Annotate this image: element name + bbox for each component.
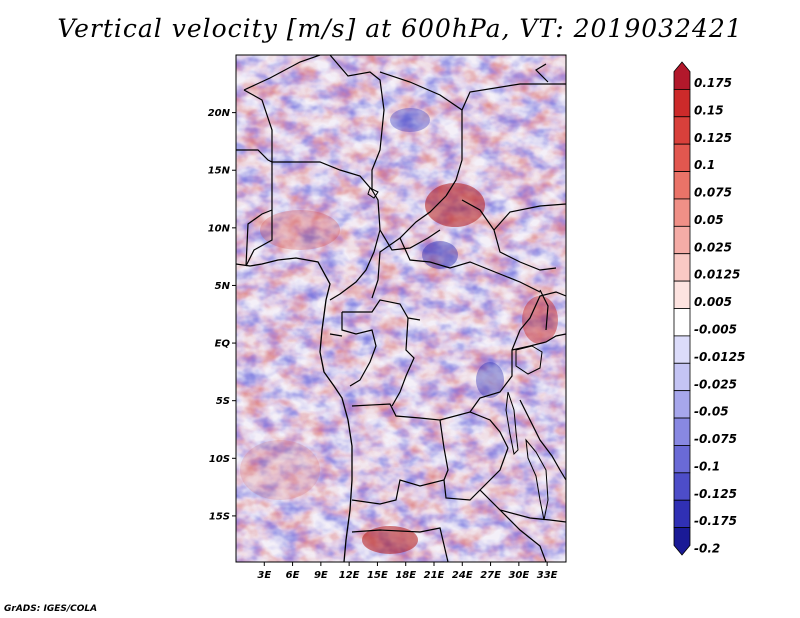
colorbar-label: 0.175 (694, 76, 732, 90)
colorbar-swatch (673, 527, 691, 556)
lat-tick-label: 15N (208, 166, 231, 177)
colorbar-swatch (673, 171, 691, 200)
colorbar-swatch (673, 417, 691, 446)
colorbar-label: -0.0125 (694, 350, 745, 364)
colorbar-label: -0.175 (694, 514, 737, 528)
colorbar-label: 0.1 (694, 158, 715, 172)
lon-tick-label: 6E (286, 570, 300, 581)
longitude-axis: 3E 6E 9E 12E 15E 18E 21E 24E 27E 30E 33E (257, 562, 558, 581)
colorbar-label: 0.075 (694, 186, 732, 200)
lat-tick-label: 20N (208, 108, 231, 119)
colorbar-swatch (673, 472, 691, 501)
colorbar-swatch (673, 308, 691, 337)
lon-tick-label: 15E (367, 570, 388, 581)
velocity-field (236, 55, 566, 562)
colorbar-label: -0.05 (694, 405, 729, 419)
colorbar-label: -0.125 (694, 487, 737, 501)
lon-tick-label: 18E (395, 570, 416, 581)
colorbar-swatch (673, 143, 691, 172)
colorbar-label: 0.05 (694, 213, 724, 227)
colorbar-label: 0.125 (694, 131, 732, 145)
colorbar-label: 0.0125 (694, 268, 740, 282)
colorbar: 0.175 0.15 0.125 0.1 0.075 0.05 0.025 0.0125 0.0… (673, 61, 745, 556)
grads-credit: GrADS: IGES/COLA (4, 604, 98, 614)
colorbar-label: 0.15 (694, 103, 724, 117)
colorbar-swatch (673, 280, 691, 309)
map-frame (235, 54, 567, 563)
lon-tick-label: 12E (339, 570, 360, 581)
lat-tick-label: EQ (215, 339, 231, 350)
colorbar-swatch (673, 390, 691, 419)
colorbar-swatch (673, 88, 691, 118)
lon-tick-label: 27E (480, 570, 501, 581)
colorbar-swatch (673, 335, 691, 364)
lon-tick-label: 24E (452, 570, 473, 581)
lat-tick-label: 5S (216, 396, 230, 407)
colorbar-swatch (673, 116, 691, 145)
lon-tick-label: 21E (424, 570, 445, 581)
colorbar-swatch (673, 198, 691, 227)
lakes (367, 187, 549, 521)
colorbar-swatch (673, 445, 691, 474)
lon-tick-label: 3E (257, 570, 271, 581)
colorbar-label: -0.075 (694, 432, 737, 446)
lat-tick-label: 10S (209, 454, 230, 465)
colorbar-swatch (673, 362, 691, 392)
colorbar-label: -0.2 (694, 542, 720, 556)
lat-tick-label: 10N (208, 223, 231, 234)
colorbar-swatch (673, 225, 691, 255)
colorbar-label: 0.005 (694, 295, 732, 309)
lon-tick-label: 30E (508, 570, 529, 581)
chart-title: Vertical velocity [m/s] at 600hPa, VT: 2… (57, 14, 743, 43)
colorbar-swatch (673, 61, 691, 90)
colorbar-label: 0.025 (694, 240, 732, 254)
political-boundaries (236, 55, 566, 562)
colorbar-label: -0.1 (694, 459, 720, 473)
lat-tick-label: 5N (215, 281, 231, 292)
lon-tick-label: 33E (537, 570, 558, 581)
lon-tick-label: 9E (314, 570, 328, 581)
colorbar-swatch (673, 499, 691, 529)
colorbar-swatch (673, 253, 691, 282)
latitude-axis: 20N 15N 10N 5N EQ 5S 10S 15S (208, 108, 236, 522)
colorbar-label: -0.025 (694, 377, 737, 391)
colorbar-label: -0.005 (694, 323, 737, 337)
lat-tick-label: 15S (209, 511, 230, 522)
